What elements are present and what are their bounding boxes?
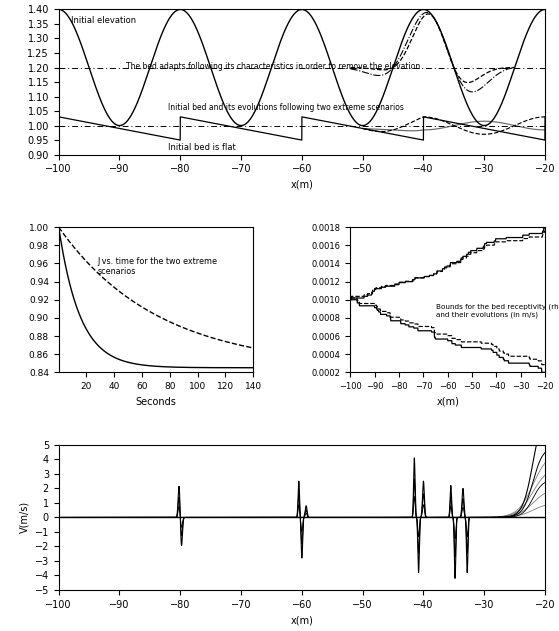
X-axis label: Seconds: Seconds (135, 396, 177, 406)
X-axis label: x(m): x(m) (291, 615, 313, 625)
X-axis label: x(m): x(m) (291, 180, 313, 190)
X-axis label: x(m): x(m) (437, 396, 459, 406)
Text: J vs. time for the two extreme
scenarios: J vs. time for the two extreme scenarios (98, 257, 217, 276)
Text: Bounds for the bed receptivity (rho)
and their evolutions (in m/s): Bounds for the bed receptivity (rho) and… (435, 304, 559, 317)
Text: Initial bed and its evolutions following two extreme scenarios: Initial bed and its evolutions following… (168, 103, 404, 112)
Text: Initial bed is flat: Initial bed is flat (168, 143, 236, 152)
Text: The bed adapts following its characteristics in order to remove the elevation: The bed adapts following its characteris… (126, 62, 420, 71)
Y-axis label: V(m/s): V(m/s) (19, 502, 29, 533)
Text: Initial elevation: Initial elevation (71, 16, 136, 25)
